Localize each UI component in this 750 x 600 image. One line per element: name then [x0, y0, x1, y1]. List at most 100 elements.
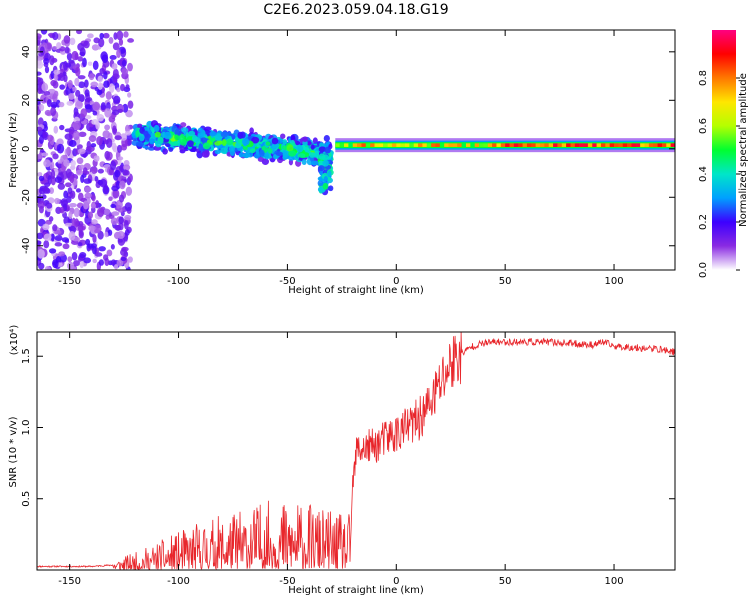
heatmap-cell	[90, 81, 99, 88]
heatmap-cell	[147, 146, 156, 151]
heatmap-cell	[71, 86, 77, 92]
heatmap-cell	[209, 136, 216, 143]
heatmap-cell	[113, 32, 118, 40]
colorbar-tick-label: 0.4	[698, 166, 709, 182]
heatmap-cell	[492, 143, 497, 147]
heatmap-cell	[288, 150, 297, 157]
heatmap-cell	[59, 206, 65, 214]
heatmap-cell	[592, 143, 597, 147]
heatmap-cell	[104, 231, 109, 238]
x-tick-label: -50	[279, 576, 295, 587]
x-tick-label: -100	[167, 276, 190, 287]
heatmap-cell	[352, 143, 358, 147]
heatmap-cell	[47, 175, 53, 185]
heatmap-cell	[100, 102, 107, 111]
heatmap-cell	[68, 126, 75, 135]
heatmap-cell	[614, 143, 619, 147]
heatmap-cell	[53, 125, 59, 134]
heatmap-cell	[383, 143, 388, 147]
heatmap-cell	[396, 143, 401, 147]
heatmap-cell	[66, 146, 72, 156]
heatmap-cell	[91, 118, 99, 125]
colorbar-tick-label: 0.2	[698, 214, 709, 230]
heatmap-cell	[286, 144, 294, 152]
heatmap-cell	[106, 249, 113, 257]
heatmap-cell	[301, 158, 307, 166]
heatmap-cell	[95, 200, 100, 209]
y-tick-label: 1.5	[21, 348, 32, 364]
colorbar: 0.0 0.2 0.4 0.6 0.8 Normalized spectral ampl…	[698, 30, 749, 278]
heatmap-cell	[71, 50, 79, 61]
heatmap-cell	[439, 143, 445, 147]
x-tick-label: 100	[604, 576, 623, 587]
heatmap-cell	[56, 163, 63, 169]
heatmap-cell	[74, 218, 79, 228]
heatmap-cell	[48, 248, 57, 254]
heatmap-cell	[69, 175, 75, 184]
heatmap-cell	[85, 238, 91, 246]
heatmap-cell	[241, 138, 250, 146]
heatmap-cell	[42, 223, 50, 231]
heatmap-cell	[58, 75, 66, 82]
spectrogram-x-axis: -150 -100 -50 0 50 100	[58, 30, 624, 287]
heatmap-cell	[58, 251, 66, 257]
x-tick-label: 0	[393, 576, 399, 587]
heatmap-cell	[635, 143, 641, 147]
heatmap-cell	[116, 231, 125, 239]
heatmap-cell	[180, 127, 189, 133]
heatmap-cell	[99, 178, 108, 188]
y-tick-label: -40	[21, 238, 32, 254]
heatmap-cell	[104, 124, 111, 131]
heatmap-cell	[84, 79, 89, 88]
heatmap-cell	[66, 52, 73, 61]
heatmap-cell	[209, 131, 218, 137]
heatmap-cell	[92, 234, 97, 243]
heatmap-cell	[50, 101, 58, 108]
heatmap-cell	[113, 95, 121, 104]
heatmap-cell	[57, 182, 66, 190]
heatmap-cell	[92, 110, 98, 116]
heatmap-cell	[91, 167, 97, 174]
heatmap-cell	[648, 143, 654, 147]
heatmap-cell	[435, 143, 440, 147]
heatmap-cell	[76, 169, 84, 176]
heatmap-cell	[317, 180, 324, 187]
heatmap-cell	[117, 207, 124, 213]
heatmap-cell	[105, 214, 111, 220]
heatmap-cell	[44, 109, 52, 116]
heatmap-cell	[125, 109, 133, 118]
heatmap-cell	[214, 133, 223, 141]
heatmap-cell	[64, 133, 73, 140]
heatmap-cell	[465, 143, 471, 147]
heatmap-cell	[174, 134, 179, 140]
y-tick-label: -20	[21, 189, 32, 205]
heatmap-cell	[127, 62, 133, 72]
heatmap-cell	[670, 143, 675, 147]
heatmap-cell	[666, 143, 671, 147]
heatmap-cell	[124, 130, 132, 136]
heatmap-cell	[163, 131, 172, 140]
heatmap-cell	[561, 143, 567, 147]
heatmap-cell	[112, 42, 120, 51]
heatmap-cell	[197, 127, 203, 133]
heatmap-cell	[39, 46, 45, 56]
spectrogram-x-label: Height of straight line (km)	[288, 285, 424, 296]
heatmap-cell	[66, 100, 74, 106]
heatmap-cell	[63, 60, 68, 71]
heatmap-cell	[124, 219, 129, 230]
spectrogram-y-axis: -40 -20 0 20 40	[21, 45, 675, 254]
heatmap-cell	[116, 49, 121, 59]
heatmap-cell	[162, 148, 168, 155]
heatmap-cell	[77, 56, 84, 62]
heatmap-cell	[470, 143, 475, 147]
heatmap-cell	[202, 142, 211, 150]
heatmap-cell	[444, 143, 449, 147]
heatmap-cell	[108, 83, 115, 94]
heatmap-cell	[37, 172, 43, 177]
heatmap-cell	[54, 235, 63, 242]
y-tick-label: 1.0	[21, 420, 32, 436]
heatmap-cell	[319, 142, 324, 148]
heatmap-cell	[93, 229, 101, 234]
heatmap-cell	[56, 138, 64, 146]
heatmap-cell	[67, 261, 75, 270]
